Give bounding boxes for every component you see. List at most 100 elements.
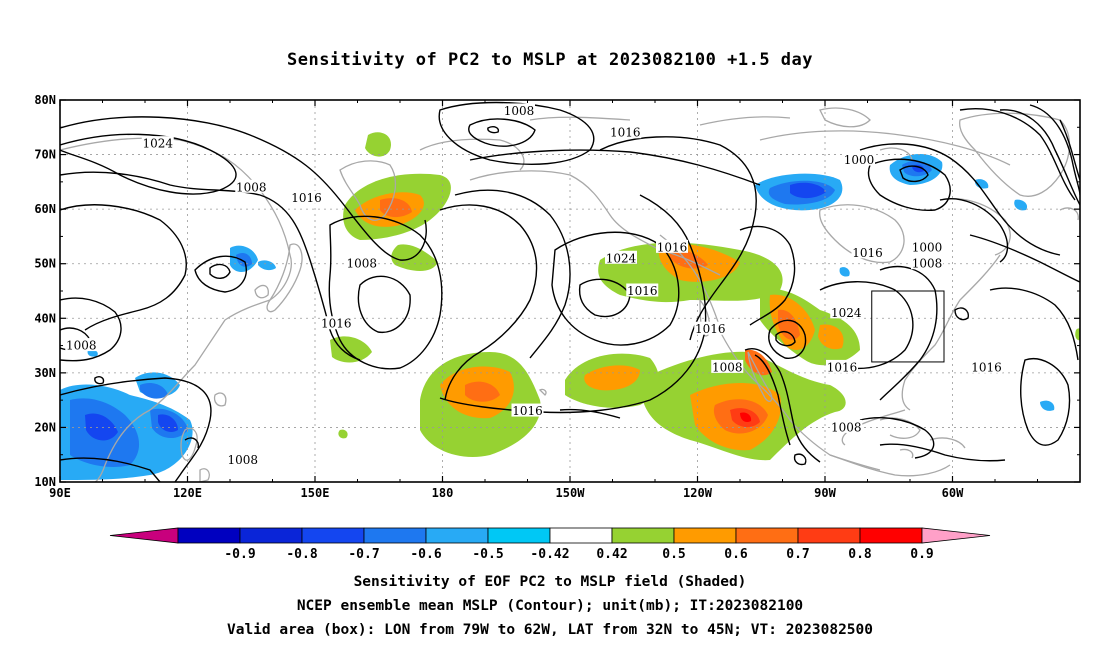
contour-label: 1016 bbox=[610, 126, 641, 140]
lat-tick-label: 10N bbox=[34, 475, 56, 489]
caption-line-1: Sensitivity of EOF PC2 to MSLP field (Sh… bbox=[353, 574, 747, 590]
negative-stronger-areas bbox=[85, 164, 925, 441]
contour-label-bg bbox=[605, 250, 637, 264]
contour-label: 1016 bbox=[657, 240, 688, 254]
lon-tick-label: 150W bbox=[556, 486, 586, 500]
contour-label-bg bbox=[843, 152, 875, 166]
contour-label-bg bbox=[65, 338, 98, 352]
colorbar-label: -0.42 bbox=[530, 547, 569, 562]
contour-label-bg bbox=[235, 179, 268, 193]
contour-labels: 1008 1024 1016 1000 1008 1016 1016 1016 1000 1008… bbox=[65, 103, 1003, 467]
colorbar-label: 0.6 bbox=[724, 547, 748, 562]
contour-label: 1016 bbox=[512, 404, 543, 418]
colorbar-swatch bbox=[859, 527, 923, 544]
lat-tick-label: 70N bbox=[34, 148, 56, 162]
colorbar-swatch bbox=[549, 527, 613, 544]
contour-label: 1008 bbox=[912, 257, 943, 271]
caption-line-3: Valid area (box): LON from 79W to 62W, L… bbox=[226, 622, 873, 638]
map-title: Sensitivity of PC2 to MSLP at 2023082100… bbox=[286, 50, 813, 70]
lon-tick-label: 120W bbox=[683, 486, 713, 500]
colorbar-label: 0.42 bbox=[596, 547, 627, 562]
colorbar-swatch bbox=[301, 527, 365, 544]
colorbar: -0.9 -0.8 -0.7 -0.6 -0.5 -0.42 0.42 0.5 0.6 0.7 0.… bbox=[109, 527, 991, 562]
lat-tick-label: 80N bbox=[34, 93, 56, 107]
contour-label-bg bbox=[711, 359, 744, 373]
contour-label-bg bbox=[830, 305, 863, 319]
contour-label: 1024 bbox=[831, 306, 862, 320]
contour-label-bg bbox=[970, 359, 1003, 373]
contour-label-bg bbox=[626, 283, 659, 297]
lat-tick-label: 30N bbox=[34, 366, 56, 380]
contour-label: 1016 bbox=[695, 322, 726, 336]
contour-label-bg bbox=[830, 419, 863, 433]
colorbar-label: 0.7 bbox=[786, 547, 809, 562]
contour-label: 1016 bbox=[852, 246, 883, 260]
valid-area-box bbox=[871, 290, 945, 363]
colorbar-label: -0.5 bbox=[472, 547, 503, 562]
contour-label: 1008 bbox=[346, 257, 377, 271]
lat-tick-label: 40N bbox=[34, 311, 56, 325]
contour-label: 1008 bbox=[227, 453, 258, 467]
contour-label: 1024 bbox=[142, 137, 173, 151]
contour-label-bg bbox=[511, 403, 544, 417]
contour-label: 1016 bbox=[627, 284, 658, 298]
contour-label-bg bbox=[141, 136, 174, 150]
contour-label: 1016 bbox=[291, 191, 322, 205]
lon-tick-label: 90W bbox=[814, 486, 836, 500]
colorbar-swatch bbox=[797, 527, 861, 544]
lon-tick-label: 180 bbox=[432, 486, 454, 500]
lat-tick-label: 60N bbox=[34, 202, 56, 216]
contour-label-bg bbox=[911, 239, 943, 253]
contour-label: 1016 bbox=[827, 360, 858, 374]
caption-line-2: NCEP ensemble mean MSLP (Contour); unit(… bbox=[296, 598, 804, 614]
contour-label: 1016 bbox=[971, 360, 1002, 374]
negative-sensitivity-areas bbox=[60, 154, 1055, 480]
lat-tick-label: 20N bbox=[34, 420, 56, 434]
contour-label: 1008 bbox=[66, 339, 97, 353]
colorbar-label: 0.8 bbox=[848, 547, 872, 562]
colorbar-label: -0.7 bbox=[348, 547, 379, 562]
colorbar-swatch bbox=[735, 527, 799, 544]
contour-label: 1008 bbox=[236, 180, 267, 194]
sensitivity-shading bbox=[60, 132, 1080, 480]
contour-label-bg bbox=[656, 239, 688, 253]
colorbar-swatch bbox=[487, 527, 551, 544]
colorbar-label: 0.9 bbox=[910, 547, 933, 562]
contour-label: 1016 bbox=[321, 317, 352, 331]
contour-label-bg bbox=[320, 316, 353, 330]
contour-label: 1024 bbox=[606, 251, 637, 265]
contour-label-bg bbox=[851, 245, 884, 259]
contour-label-bg bbox=[226, 452, 259, 466]
colorbar-swatch bbox=[363, 527, 427, 544]
colorbar-label: -0.6 bbox=[410, 547, 441, 562]
max-red-area bbox=[740, 412, 752, 423]
contour-label-bg bbox=[503, 103, 535, 117]
lon-tick-label: 120E bbox=[173, 486, 202, 500]
colorbar-swatch bbox=[177, 527, 241, 544]
contour-label: 1000 bbox=[912, 240, 943, 254]
lon-tick-label: 90E bbox=[49, 486, 71, 500]
colorbar-high-triangle bbox=[921, 527, 991, 544]
colorbar-swatch bbox=[611, 527, 675, 544]
colorbar-label: 0.5 bbox=[662, 547, 685, 562]
contour-label-bg bbox=[694, 321, 727, 335]
contour-label-bg bbox=[609, 125, 642, 139]
lat-tick-label: 50N bbox=[34, 257, 56, 271]
contour-label-bg bbox=[290, 190, 323, 204]
colorbar-label: -0.9 bbox=[224, 547, 255, 562]
colorbar-low-triangle bbox=[109, 527, 179, 544]
contour-label: 1008 bbox=[831, 420, 862, 434]
colorbar-swatch bbox=[239, 527, 303, 544]
lon-tick-label: 150E bbox=[301, 486, 330, 500]
contour-label-bg bbox=[826, 359, 858, 373]
colorbar-swatch bbox=[673, 527, 737, 544]
colorbar-swatch bbox=[425, 527, 489, 544]
lon-tick-label: 60W bbox=[942, 486, 964, 500]
contour-label: 1008 bbox=[712, 360, 743, 374]
contour-label-bg bbox=[345, 256, 378, 270]
contour-label: 1000 bbox=[844, 153, 875, 167]
contour-label: 1008 bbox=[504, 104, 535, 118]
contour-label-bg bbox=[911, 256, 943, 270]
